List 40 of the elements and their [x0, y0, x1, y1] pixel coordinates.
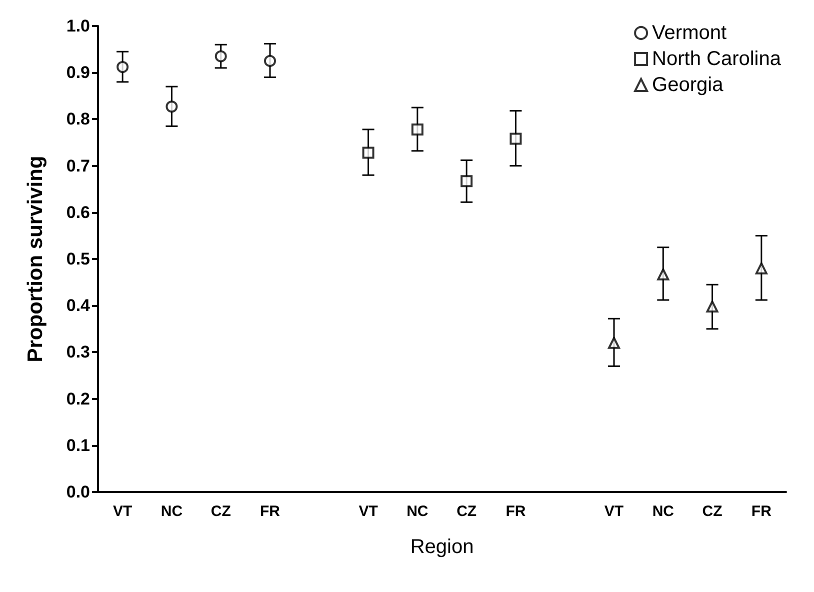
- legend-label: Vermont: [652, 22, 727, 44]
- x-tick-label: CZ: [702, 503, 722, 520]
- x-tick-label: NC: [160, 503, 183, 520]
- y-tick-label: 0.2: [66, 389, 90, 408]
- x-tick-label: NC: [652, 503, 674, 520]
- x-tick-label: FR: [751, 503, 772, 520]
- y-tick-label: 0.5: [66, 250, 90, 268]
- point: [264, 54, 276, 67]
- y-axis-title: Proportion surviving: [24, 156, 47, 362]
- point: [460, 175, 473, 188]
- x-tick-label: VT: [112, 503, 132, 520]
- y-tick-label: 0.6: [66, 202, 90, 222]
- y-tick-label: 0.7: [66, 156, 90, 176]
- y-tick-label: 0.4: [66, 296, 91, 316]
- point: [411, 123, 424, 136]
- x-tick-label: NC: [406, 503, 428, 520]
- x-tick-label: CZ: [210, 503, 231, 520]
- x-tick-label: VT: [604, 503, 624, 520]
- x-tick-label: FR: [506, 503, 526, 520]
- y-tick-label: 0.0: [66, 482, 90, 502]
- y-tick-label: 0.8: [66, 110, 90, 129]
- point: [362, 146, 374, 159]
- legend-label: Georgia: [652, 74, 724, 96]
- y-tick-label: 0.9: [66, 63, 90, 82]
- x-axis-title: Region: [410, 536, 474, 558]
- y-tick-label: 1.0: [66, 16, 90, 36]
- y-tick-label: 0.3: [66, 342, 90, 362]
- x-tick-label: FR: [260, 503, 280, 520]
- x-tick-label: CZ: [456, 503, 477, 520]
- x-tick-label: VT: [358, 503, 378, 520]
- point: [166, 100, 178, 113]
- point: [755, 262, 768, 274]
- point: [657, 268, 670, 280]
- legend-label: North Carolina: [652, 48, 782, 70]
- y-tick-label: 0.1: [66, 436, 90, 455]
- point: [706, 300, 718, 313]
- point: [608, 336, 620, 349]
- point: [214, 50, 227, 62]
- point: [116, 61, 129, 74]
- point: [510, 132, 522, 145]
